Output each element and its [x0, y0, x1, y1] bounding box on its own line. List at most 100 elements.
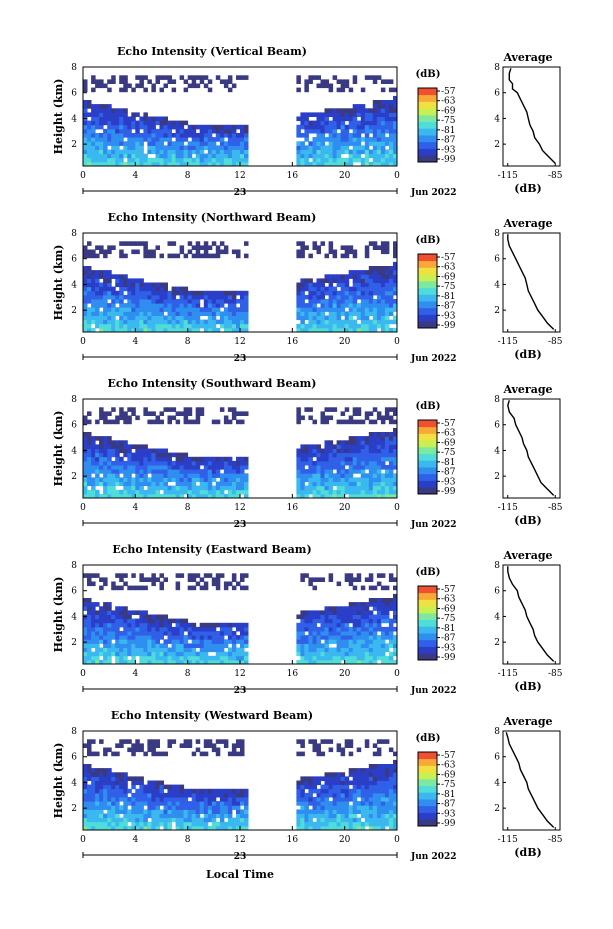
heatmap-cell — [364, 307, 370, 312]
profile-line — [507, 400, 555, 496]
heatmap-cell — [300, 821, 305, 827]
heatmap-cell — [171, 813, 177, 819]
heatmap-cell — [179, 456, 185, 462]
heatmap-cell — [215, 307, 221, 312]
heatmap-cell — [111, 311, 116, 316]
heatmap-cell — [236, 622, 241, 628]
heatmap-cell — [372, 104, 378, 109]
heatmap-cell — [219, 639, 225, 644]
heatmap-cell — [231, 83, 237, 89]
heatmap-cell — [364, 493, 370, 499]
heatmap-cell — [107, 460, 112, 466]
heatmap-cell — [107, 489, 112, 495]
heatmap-cell — [336, 133, 342, 138]
heatmap-cell — [308, 307, 313, 312]
heatmap-cell — [199, 622, 205, 628]
heatmap-cell — [348, 315, 354, 321]
heatmap-cell — [380, 485, 386, 491]
heatmap-cell — [111, 473, 116, 478]
heatmap-cell — [328, 659, 334, 665]
colorbar-swatch — [418, 619, 437, 627]
heatmap-cell — [356, 145, 362, 150]
heatmap-cell — [115, 469, 120, 474]
heatmap-cell — [199, 493, 205, 499]
heatmap-cell — [328, 809, 334, 814]
heatmap-cell — [316, 116, 321, 122]
heatmap-cell — [227, 456, 233, 462]
heatmap-cell — [227, 647, 233, 653]
y-tick-label: 8 — [71, 63, 77, 73]
heatmap-cell — [203, 133, 209, 138]
heatmap-cell — [91, 307, 96, 312]
heatmap-cell — [191, 323, 197, 329]
heatmap-cell — [308, 659, 313, 665]
heatmap-cell — [332, 465, 338, 470]
heatmap-cell — [300, 792, 305, 798]
heatmap-cell — [344, 659, 350, 665]
heatmap-cell — [308, 485, 313, 491]
heatmap-cell — [95, 274, 100, 279]
heatmap-cell — [195, 241, 201, 246]
heatmap-cell — [320, 290, 325, 296]
heatmap-cell — [135, 157, 140, 163]
heatmap-cell — [308, 577, 313, 582]
heatmap-cell — [183, 792, 189, 798]
heatmap-cell — [103, 307, 108, 312]
heatmap-cell — [231, 743, 237, 748]
heatmap-cell — [356, 618, 362, 624]
heatmap-cell — [223, 659, 229, 665]
heatmap-cell — [384, 440, 390, 445]
heatmap-cell — [131, 303, 136, 308]
heatmap-cell — [368, 448, 374, 454]
heatmap-cell — [115, 817, 120, 823]
heatmap-cell — [344, 805, 350, 810]
heatmap-cell — [376, 112, 382, 117]
heatmap-cell — [123, 485, 128, 491]
heatmap-cell — [352, 108, 358, 113]
heatmap-cell — [304, 626, 309, 632]
heatmap-cell — [215, 647, 221, 653]
heatmap-cell — [139, 315, 144, 321]
heatmap-cell — [95, 635, 100, 640]
heatmap-cell — [159, 294, 164, 300]
heatmap-cell — [328, 772, 334, 777]
heatmap-cell — [380, 108, 386, 113]
colorbar-swatch — [418, 135, 437, 143]
heatmap-cell — [356, 327, 362, 333]
heatmap-cell — [123, 581, 128, 587]
heatmap-cell — [115, 311, 120, 316]
heatmap-cell — [300, 286, 305, 292]
heatmap-cell — [155, 577, 160, 582]
heatmap-cell — [340, 618, 346, 624]
heatmap-cell — [364, 294, 370, 300]
heatmap-cell — [203, 153, 209, 159]
heatmap-cell — [167, 655, 172, 661]
heatmap-cell — [393, 290, 398, 296]
heatmap-cell — [95, 286, 100, 292]
heatmap-cell — [203, 821, 209, 827]
heatmap-cell — [380, 801, 386, 806]
heatmap-cell — [384, 631, 390, 636]
heatmap-cell — [308, 817, 313, 823]
heatmap-cell — [175, 286, 181, 292]
heatmap-cell — [223, 245, 229, 250]
heatmap-cell — [211, 145, 217, 150]
heatmap-cell — [324, 493, 329, 499]
heatmap-cell — [131, 294, 136, 300]
heatmap-cell — [103, 618, 108, 624]
heatmap-cell — [344, 245, 350, 250]
heatmap-cell — [143, 751, 148, 757]
heatmap-cell — [344, 253, 350, 259]
heatmap-cell — [219, 797, 225, 802]
heatmap-cell — [324, 618, 329, 624]
heatmap-cell — [236, 477, 241, 482]
heatmap-cell — [115, 655, 120, 661]
date-label: Jun 2022 — [410, 354, 457, 364]
heatmap-cell — [187, 792, 193, 798]
heatmap-cell — [388, 747, 394, 753]
heatmap-cell — [340, 145, 346, 150]
heatmap-cell — [159, 120, 164, 126]
heatmap-cell — [151, 116, 156, 122]
heatmap-cell — [376, 792, 382, 798]
heatmap-cell — [95, 108, 100, 113]
